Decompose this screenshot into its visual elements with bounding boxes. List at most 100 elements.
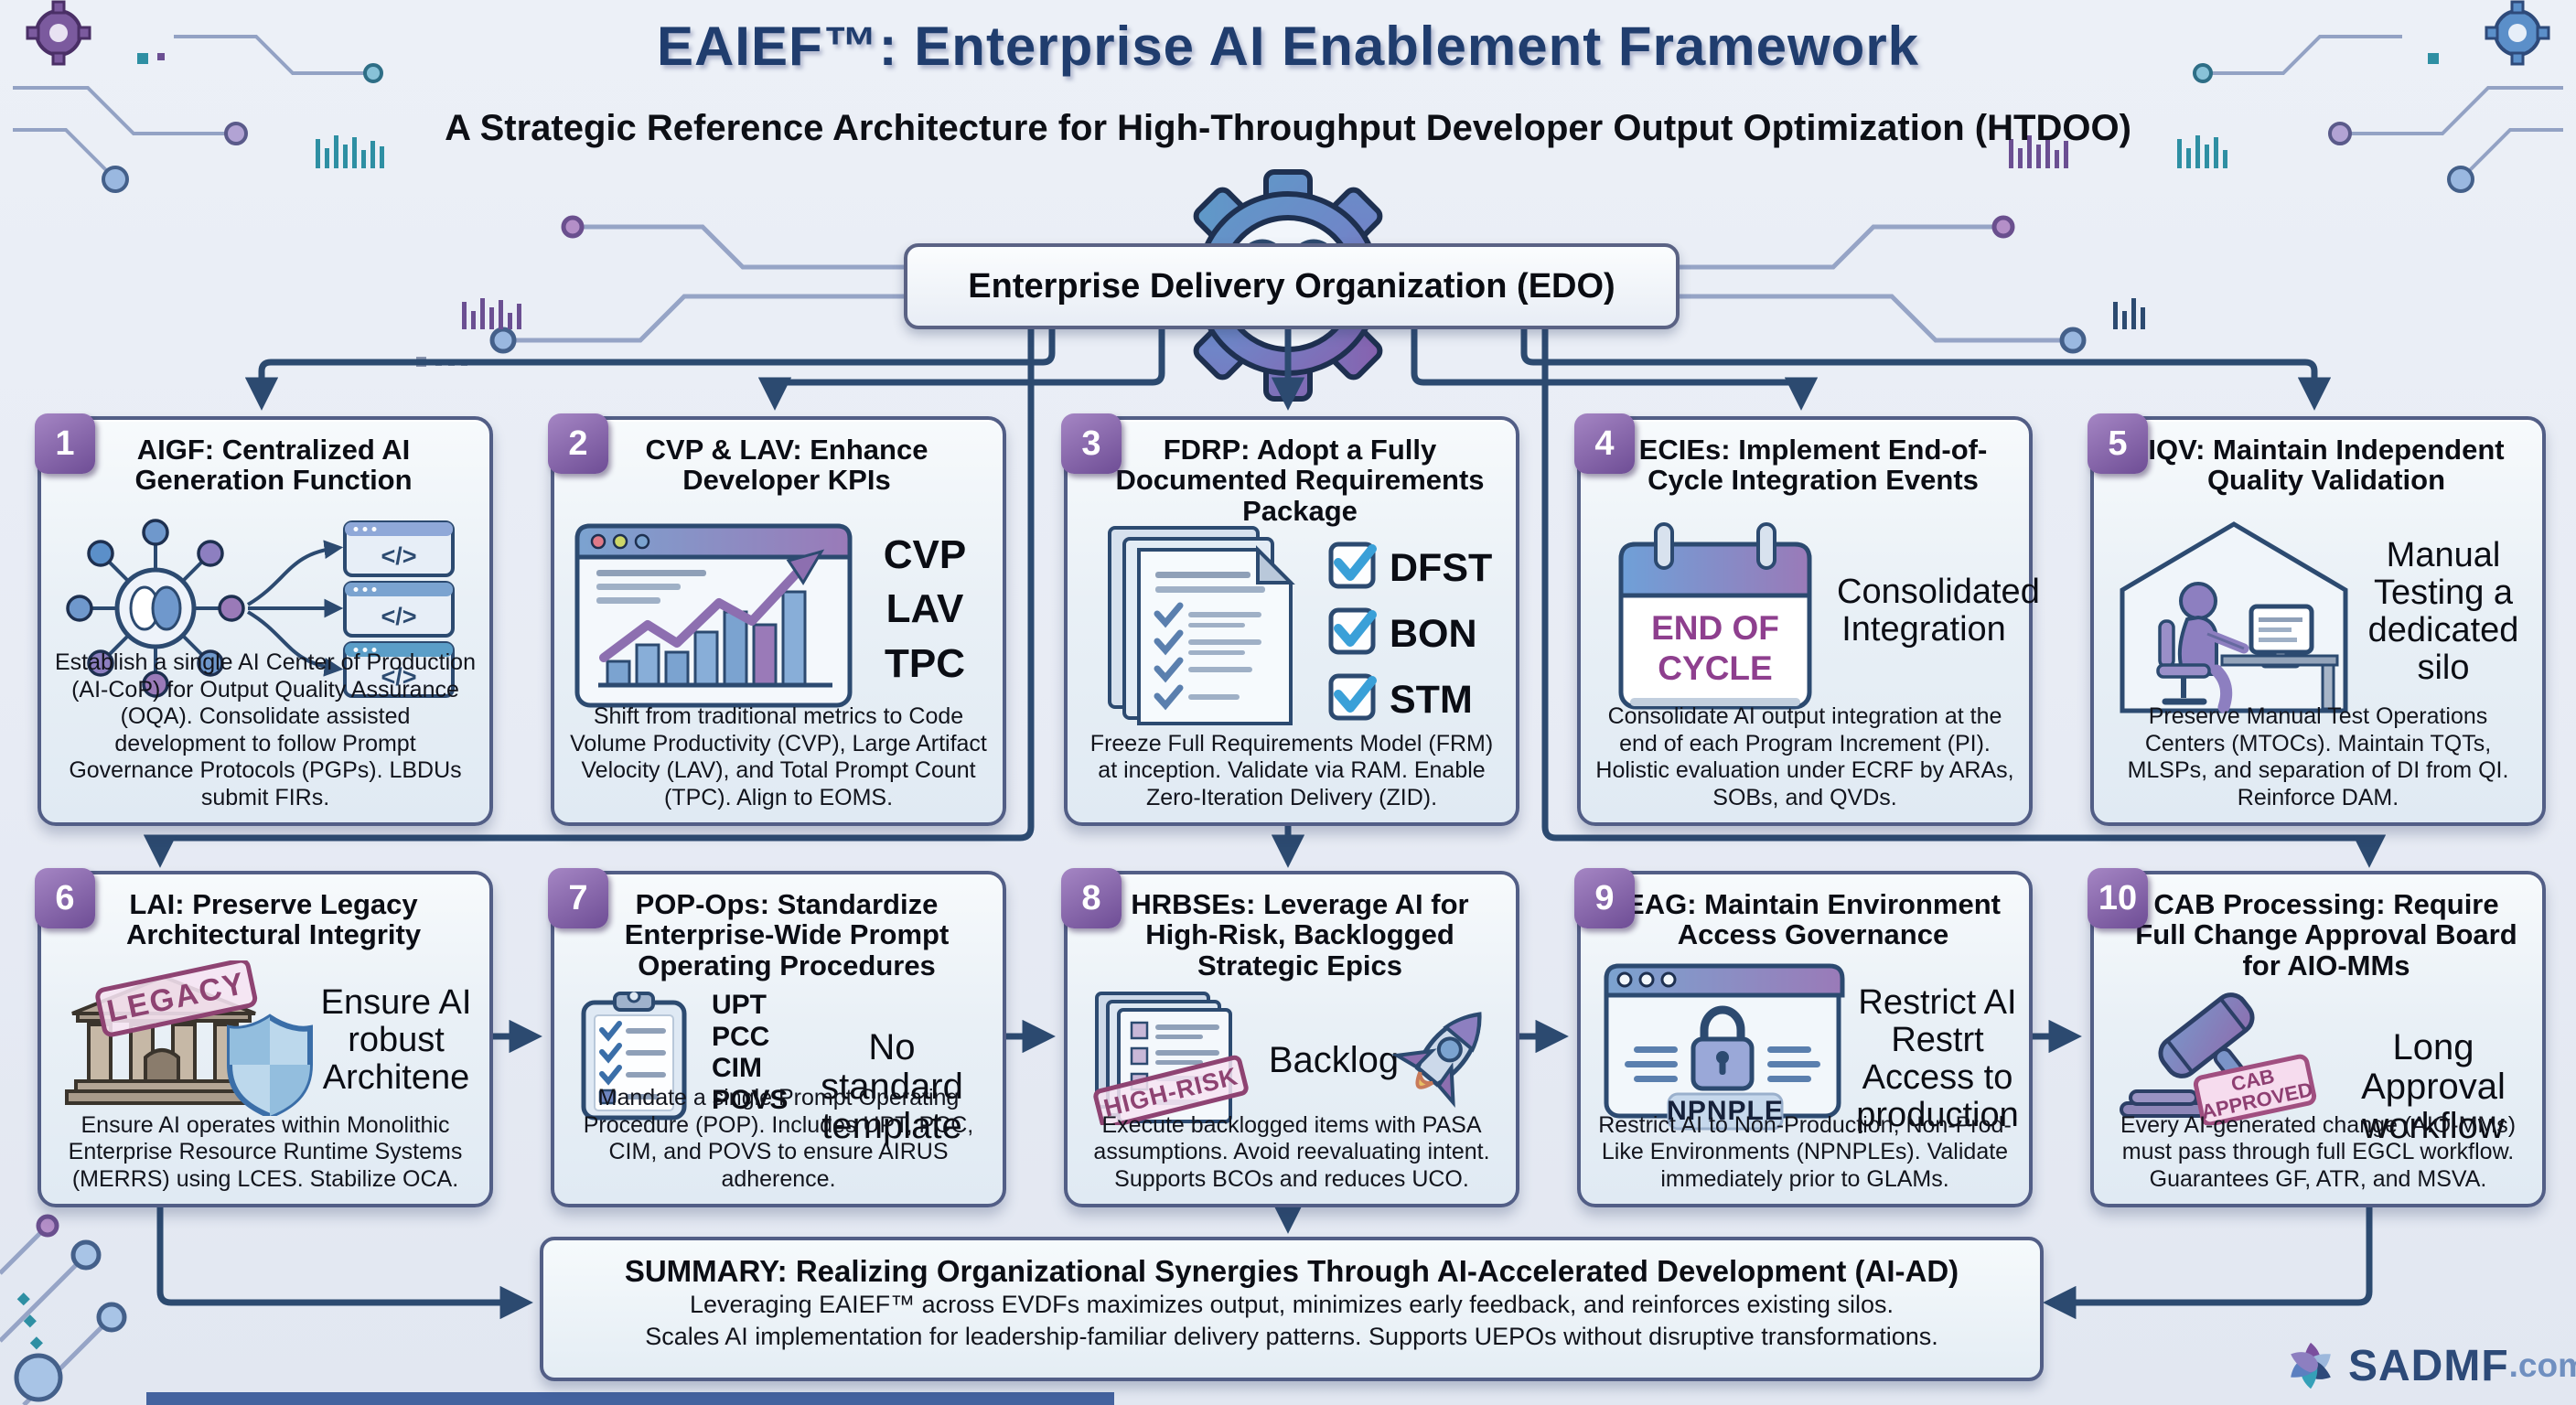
box3-body: Freeze Full Requirements Model (FRM) at … xyxy=(1089,730,1494,810)
tick-marks-right-1 xyxy=(2009,135,2068,168)
box6-number-badge: 6 xyxy=(35,868,95,928)
svg-text:CYCLE: CYCLE xyxy=(1658,649,1772,687)
circuit-decoration-top-left xyxy=(13,35,383,193)
svg-text:</>: </> xyxy=(381,542,416,570)
box-aigf: 1 AIGF: Centralized AI Generation Functi… xyxy=(35,413,493,826)
box2-title: CVP & LAV: Enhance Developer KPIs xyxy=(645,434,928,497)
box4-body: Consolidate AI output integration at the… xyxy=(1595,703,2014,810)
svg-text:DFST: DFST xyxy=(1390,546,1492,590)
box3-number-badge: 3 xyxy=(1061,413,1122,474)
summary-line-2: Scales AI implementation for leadership-… xyxy=(645,1323,1938,1351)
box10-side-label: Long Approval workflow xyxy=(2361,1027,2506,1147)
gavel-cab-approved-icon: CAB APPROVED xyxy=(2120,992,2317,1125)
summary-box: SUMMARY: Realizing Organizational Synerg… xyxy=(540,1237,2044,1381)
box9-body: Restrict AI to Non-Production, Non-Prod-… xyxy=(1598,1111,2012,1192)
box7-number-badge: 7 xyxy=(548,868,608,928)
box9-side-label: Restrict AI Restrt Access to production xyxy=(1856,983,2019,1135)
box4-title: ECIEs: Implement End-of-Cycle Integratio… xyxy=(1638,434,1988,497)
box4-number-badge: 4 xyxy=(1574,413,1635,474)
svg-text:STM: STM xyxy=(1390,678,1473,722)
box1-number-badge: 1 xyxy=(35,413,95,474)
requirements-documents-icon: DFST BON STM xyxy=(1108,526,1492,725)
box4-side-label: Consolidated Integration xyxy=(1837,573,2040,649)
end-of-cycle-calendar-icon: END OF CYCLE xyxy=(1618,522,1812,710)
tick-marks-left-1 xyxy=(316,135,384,168)
locked-environment-icon: NPNPLE xyxy=(1604,963,1845,1131)
high-risk-backlog-icon: HIGH-RISK xyxy=(1093,992,1249,1125)
connector-trunk-to-box10 xyxy=(1541,318,2387,868)
connector-edo-to-box4 xyxy=(1411,318,1819,411)
kpi-chart-window-icon xyxy=(574,523,853,708)
summary-title: SUMMARY: Realizing Organizational Synerg… xyxy=(624,1254,1959,1288)
box-hrbses: 8 HRBSEs: Leverage AI for High-Risk, Bac… xyxy=(1061,868,1519,1207)
ai-hub-code-icon: </> </> </> xyxy=(66,519,455,698)
box5-side-label: Manual Testing a dedicated silo xyxy=(2367,536,2519,688)
svg-text:</>: </> xyxy=(381,603,416,630)
connector-edo-to-box1 xyxy=(244,318,1056,411)
connector-edo-to-box5 xyxy=(1520,318,2332,411)
connector-trunk-to-box6 xyxy=(143,318,1035,868)
box8-title: HRBSEs: Leverage AI for High-Risk, Backl… xyxy=(1131,888,1469,981)
sadmf-swirl-logo-icon xyxy=(2291,1342,2331,1389)
box8-number-badge: 8 xyxy=(1061,868,1122,928)
pop-item-upt: UPT xyxy=(712,990,767,1020)
tick-marks-right-2 xyxy=(2113,135,2227,329)
box10-body: Every AI-generated change (AIO-MMs) must… xyxy=(2120,1111,2517,1192)
brand-name: SADMF xyxy=(2348,1341,2509,1390)
shield-icon xyxy=(227,1014,313,1116)
box10-number-badge: 10 xyxy=(2088,868,2148,928)
box10-title: CAB Processing: Require Full Change Appr… xyxy=(2135,888,2517,981)
edo-node: Enterprise Delivery Organization (EDO) xyxy=(904,243,1680,329)
box9-number-badge: 9 xyxy=(1574,868,1635,928)
box6-body: Ensure AI operates within Monolithic Ent… xyxy=(68,1111,463,1192)
box1-body: Establish a single AI Center of Producti… xyxy=(55,649,476,810)
pop-list: UPT PCC CIM POVS xyxy=(712,990,788,1116)
box2-number-badge: 2 xyxy=(548,413,608,474)
box3-title: FDRP: Adopt a Fully Documented Requireme… xyxy=(1115,434,1485,527)
kpi-labels: CVP LAV TPC xyxy=(856,528,993,691)
footer-brand: SADMF .com xyxy=(2282,1337,2576,1394)
svg-text:END OF: END OF xyxy=(1651,609,1779,647)
svg-text:</>: </> xyxy=(381,663,416,691)
circuit-decoration-bottom-left xyxy=(0,1214,127,1405)
box-fdrp: 3 FDRP: Adopt a Fully Documented Require… xyxy=(1061,413,1519,826)
box6-title: LAI: Preserve Legacy Architectural Integ… xyxy=(125,888,422,951)
box5-body: Preserve Manual Test Operations Centers … xyxy=(2127,703,2509,810)
summary-line-1: Leveraging EAIEF™ across EVDFs maximizes… xyxy=(689,1291,1894,1318)
clipboard-checklist-icon xyxy=(581,992,687,1121)
pop-item-cim: CIM xyxy=(712,1053,762,1083)
page-subtitle: A Strategic Reference Architecture for H… xyxy=(445,108,2131,148)
gear-icon-top-right xyxy=(2485,0,2550,66)
svg-text:BON: BON xyxy=(1390,612,1477,656)
box7-side-label: No standard template xyxy=(821,1027,963,1147)
box-lai: 6 LAI: Preserve Legacy Architectural Int… xyxy=(35,868,493,1207)
box-cvp-lav: 2 CVP & LAV: Enhance Developer KPIs xyxy=(548,413,1006,826)
box-cab: 10 CAB Processing: Require Full Change A… xyxy=(2088,868,2546,1207)
box7-title: POP-Ops: Standardize Enterprise-Wide Pro… xyxy=(624,888,950,981)
page-title: EAIEF™: Enterprise AI Enablement Framewo… xyxy=(656,16,1920,77)
box8-body: Execute backlogged items with PASA assum… xyxy=(1093,1111,1490,1192)
box8-side-label: Backlog xyxy=(1268,1040,1400,1080)
gear-icon-top-left xyxy=(26,0,91,66)
brand-suffix: .com xyxy=(2508,1346,2576,1384)
box1-title: AIGF: Centralized AI Generation Function xyxy=(134,434,413,497)
box-pop-ops: 7 POP-Ops: Standardize Enterprise-Wide P… xyxy=(548,868,1006,1207)
box6-side-label: Ensure AI robust Architene xyxy=(320,983,472,1098)
box5-number-badge: 5 xyxy=(2088,413,2148,474)
rocket-icon xyxy=(1391,1012,1482,1109)
box-ecies: 4 ECIEs: Implement End-of-Cycle Integrat… xyxy=(1574,413,2040,826)
bottom-bar-decoration xyxy=(146,1392,1114,1405)
box-eag: 9 EAG: Maintain Environment Access Gover… xyxy=(1574,868,2033,1207)
connector-box6-to-summary xyxy=(156,1198,533,1320)
legacy-bank-shield-icon: LEGACY xyxy=(65,960,313,1116)
kpi-lav: LAV xyxy=(886,586,964,632)
box-iqv: 5 IQV: Maintain Independent Quality Vali… xyxy=(2088,413,2546,826)
box2-body: Shift from traditional metrics to Code V… xyxy=(570,703,987,810)
svg-text:NPNPLE: NPNPLE xyxy=(1667,1096,1784,1126)
connector-edo-to-box2 xyxy=(757,318,1165,411)
circuit-traces-edo xyxy=(489,215,2087,354)
kpi-tpc: TPC xyxy=(885,640,965,686)
connector-box10-to-summary xyxy=(2043,1198,2373,1320)
